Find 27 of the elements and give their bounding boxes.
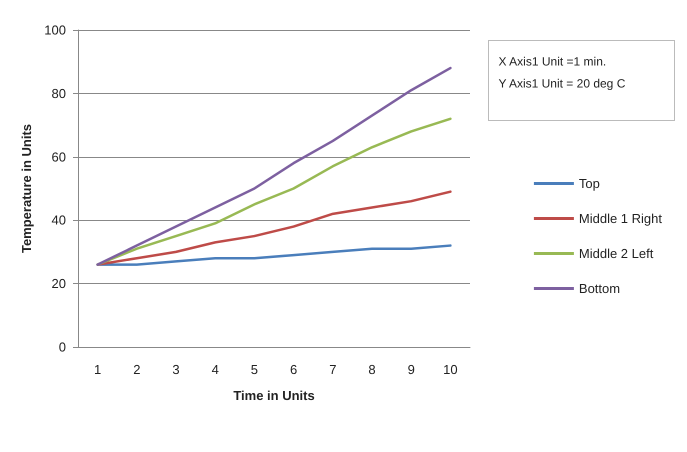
legend-label: Middle 1 Right [578, 211, 662, 226]
line-series [96, 66, 452, 266]
x-tick-label: 6 [290, 362, 298, 377]
y-tick-label: 20 [52, 276, 66, 292]
legend-label: Bottom [578, 281, 620, 296]
x-tick-label: 9 [408, 362, 415, 377]
y-tick-label: 0 [58, 340, 66, 354]
line-series [96, 244, 452, 266]
legend-label: Middle 2 Left [578, 246, 654, 261]
y-axis-title: Temperature in Units [19, 124, 34, 254]
legend-label: Top [578, 176, 600, 191]
text: Y Axis1 Unit = 20 deg C [498, 76, 626, 90]
x-tick-label: 10 [443, 362, 458, 377]
x-tick-label: 3 [172, 362, 180, 377]
y-tick-label: 40 [52, 212, 66, 228]
x-tick-label: 7 [329, 362, 336, 377]
x-tick-label: 4 [212, 362, 219, 377]
y-tick-label: 100 [44, 22, 66, 38]
y-tick-label: 80 [52, 86, 66, 101]
y-tick-label: 60 [52, 149, 66, 164]
x-tick-label: 2 [133, 362, 140, 377]
x-tick-label: 1 [94, 362, 102, 377]
x-axis-title: Time in Units [233, 388, 315, 403]
x-tick-label: 8 [368, 362, 376, 377]
text: X Axis1 Unit =1 min. [498, 54, 606, 68]
x-tick-label: 5 [250, 362, 258, 377]
line-series [96, 118, 452, 266]
